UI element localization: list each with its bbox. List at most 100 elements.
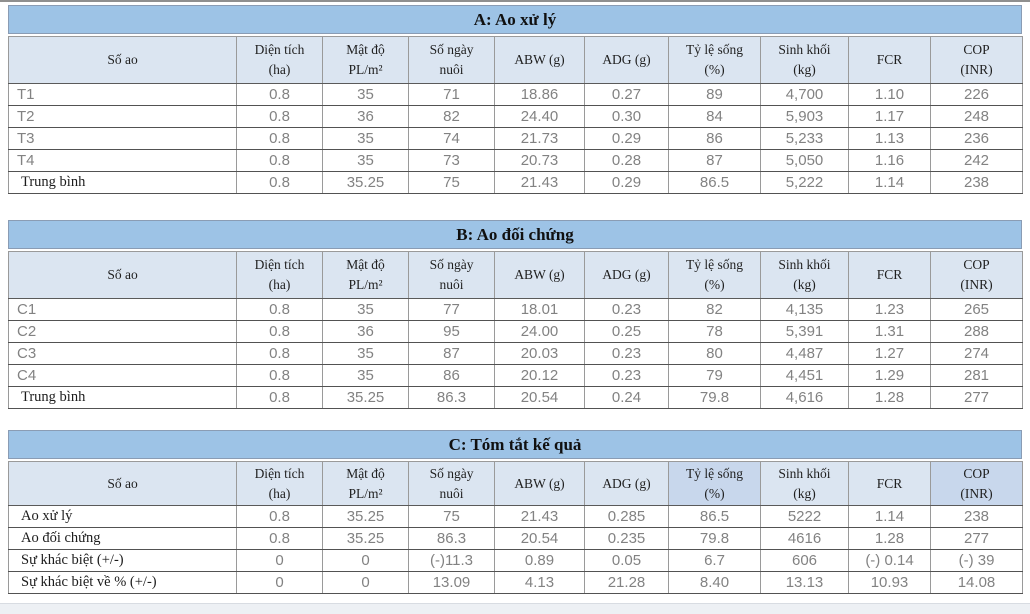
data-cell: 21.43 xyxy=(494,171,585,194)
column-header: FCR xyxy=(848,36,931,84)
data-cell: 95 xyxy=(408,320,495,343)
data-cell: 0.8 xyxy=(236,105,323,128)
data-cell: 20.54 xyxy=(494,386,585,409)
column-header: Mật độ PL/m² xyxy=(322,460,409,507)
column-header: Số ngày nuôi xyxy=(408,460,495,507)
table-row: T4 0.8 35 73 20.73 0.28 87 5,050 1.16 242 xyxy=(8,149,1023,172)
data-cell: 82 xyxy=(668,298,761,321)
column-header: Mật độ PL/m² xyxy=(322,36,409,84)
data-cell: 0.235 xyxy=(584,527,669,551)
data-cell: 0 xyxy=(322,549,409,573)
table-row: Ao xử lý 0.8 35.25 75 21.43 0.285 86.5 5222 1.14… xyxy=(8,505,1023,529)
data-cell: 35.25 xyxy=(322,171,409,194)
data-cell: 36 xyxy=(322,320,409,343)
header-row: Số ao Diện tích (ha) Mật độ PL/m² Số ngày n… xyxy=(8,36,1023,84)
row-label: C1 xyxy=(8,298,237,321)
data-cell: 277 xyxy=(930,386,1023,409)
data-cell: 35 xyxy=(322,149,409,172)
data-cell: 0.23 xyxy=(584,342,669,365)
data-cell: 238 xyxy=(930,171,1023,194)
data-cell: 0.05 xyxy=(584,549,669,573)
column-header: ADG (g) xyxy=(584,460,669,507)
data-cell: 1.27 xyxy=(848,342,931,365)
data-cell: 0.89 xyxy=(494,549,585,573)
table-row: C2 0.8 36 95 24.00 0.25 78 5,391 1.31 288 xyxy=(8,320,1023,343)
data-table: Số ao Diện tích (ha) Mật độ PL/m² Số ngày n… xyxy=(8,460,1023,595)
column-header: Diện tích (ha) xyxy=(236,36,323,84)
data-cell: 0.8 xyxy=(236,83,323,106)
data-cell: 236 xyxy=(930,127,1023,150)
data-cell: (-) 39 xyxy=(930,549,1023,573)
table-row: Trung bình 0.8 35.25 86.3 20.54 0.24 79.8 4,616… xyxy=(8,386,1023,409)
table-row: T3 0.8 35 74 21.73 0.29 86 5,233 1.13 236 xyxy=(8,127,1023,150)
row-label: T3 xyxy=(8,127,237,150)
data-cell: 35.25 xyxy=(322,386,409,409)
data-cell: 0.8 xyxy=(236,127,323,150)
column-header: Diện tích (ha) xyxy=(236,460,323,507)
row-label: T1 xyxy=(8,83,237,106)
column-header: Tỷ lệ sống (%) xyxy=(668,460,761,507)
data-cell: 0.25 xyxy=(584,320,669,343)
column-header: Tỷ lệ sống (%) xyxy=(668,36,761,84)
data-cell: (-)11.3 xyxy=(408,549,495,573)
data-cell: 4,616 xyxy=(760,386,849,409)
data-cell: 77 xyxy=(408,298,495,321)
column-header: Số ngày nuôi xyxy=(408,36,495,84)
data-cell: 87 xyxy=(408,342,495,365)
bottom-strip xyxy=(0,603,1030,614)
data-cell: 75 xyxy=(408,171,495,194)
row-label: C4 xyxy=(8,364,237,387)
row-label: Ao xử lý xyxy=(8,505,237,529)
data-cell: 1.23 xyxy=(848,298,931,321)
header-row: Số ao Diện tích (ha) Mật độ PL/m² Số ngày n… xyxy=(8,251,1023,299)
data-cell: 238 xyxy=(930,505,1023,529)
data-cell: 1.13 xyxy=(848,127,931,150)
data-cell: 78 xyxy=(668,320,761,343)
table-row: T1 0.8 35 71 18.86 0.27 89 4,700 1.10 226 xyxy=(8,83,1023,106)
data-cell: 35 xyxy=(322,127,409,150)
column-header: ADG (g) xyxy=(584,36,669,84)
data-cell: 21.43 xyxy=(494,505,585,529)
column-header: Sinh khối (kg) xyxy=(760,251,849,299)
data-cell: 36 xyxy=(322,105,409,128)
data-cell: 84 xyxy=(668,105,761,128)
data-cell: 20.03 xyxy=(494,342,585,365)
data-cell: 24.00 xyxy=(494,320,585,343)
data-cell: 10.93 xyxy=(848,571,931,595)
data-cell: 71 xyxy=(408,83,495,106)
data-cell: 86.3 xyxy=(408,386,495,409)
data-cell: 5,222 xyxy=(760,171,849,194)
data-cell: 1.28 xyxy=(848,386,931,409)
column-header: Mật độ PL/m² xyxy=(322,251,409,299)
column-header: Sinh khối (kg) xyxy=(760,36,849,84)
row-label: Sự khác biệt (+/-) xyxy=(8,549,237,573)
data-cell: 0 xyxy=(236,549,323,573)
data-cell: 606 xyxy=(760,549,849,573)
table-row: C1 0.8 35 77 18.01 0.23 82 4,135 1.23 265 xyxy=(8,298,1023,321)
data-cell: 1.16 xyxy=(848,149,931,172)
data-cell: 20.73 xyxy=(494,149,585,172)
data-cell: 265 xyxy=(930,298,1023,321)
data-cell: 4616 xyxy=(760,527,849,551)
row-label: Trung bình xyxy=(8,171,237,194)
table-title: A: Ao xử lý xyxy=(8,5,1022,34)
row-label: C2 xyxy=(8,320,237,343)
data-cell: 20.12 xyxy=(494,364,585,387)
column-header: ADG (g) xyxy=(584,251,669,299)
data-cell: 5,050 xyxy=(760,149,849,172)
column-header: Diện tích (ha) xyxy=(236,251,323,299)
data-cell: 1.31 xyxy=(848,320,931,343)
data-cell: 5,903 xyxy=(760,105,849,128)
data-cell: 35 xyxy=(322,342,409,365)
data-cell: 14.08 xyxy=(930,571,1023,595)
data-cell: 0.8 xyxy=(236,527,323,551)
table-section-c: C: Tóm tắt kế quả Số ao Diện tích (ha) Mật … xyxy=(8,430,1023,595)
column-header: FCR xyxy=(848,460,931,507)
table-section-b: B: Ao đối chứng Số ao Diện tích (ha) Mật độ… xyxy=(8,220,1023,409)
data-cell: 74 xyxy=(408,127,495,150)
data-cell: 86.5 xyxy=(668,505,761,529)
data-cell: 1.29 xyxy=(848,364,931,387)
data-cell: 86.5 xyxy=(668,171,761,194)
data-cell: 0.23 xyxy=(584,364,669,387)
data-cell: 0.8 xyxy=(236,386,323,409)
